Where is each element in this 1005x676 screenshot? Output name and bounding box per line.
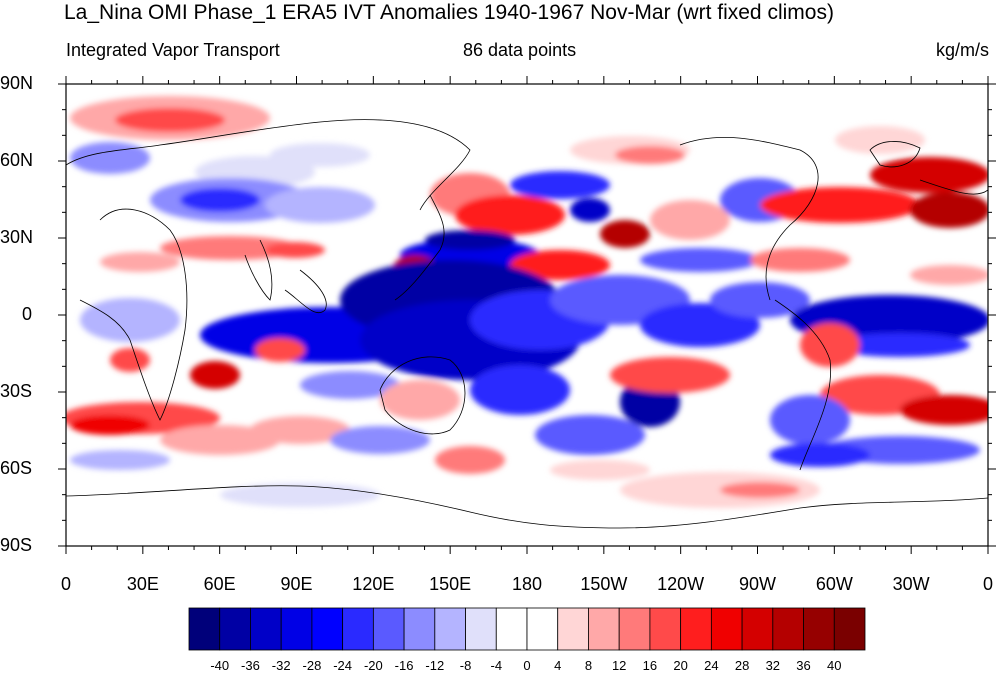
colorbar-label: -24 [333,658,352,673]
lon-label: 120W [657,574,704,595]
colorbar-label: -28 [303,658,322,673]
colorbar-label: 16 [643,658,657,673]
colorbar-label: 12 [612,658,626,673]
lon-label: 0 [983,574,993,595]
colorbar-label: -36 [241,658,260,673]
colorbar-label: 8 [585,658,592,673]
lon-label: 120E [352,574,394,595]
colorbar-label: 20 [673,658,687,673]
colorbar-label: -16 [395,658,414,673]
colorbar-swatch [220,608,251,650]
colorbar-label: 36 [796,658,810,673]
lon-label: 30W [893,574,930,595]
lon-label: 30E [127,574,159,595]
colorbar-swatch [742,608,773,650]
colorbar-swatch [588,608,619,650]
colorbar-swatch [435,608,466,650]
lon-label: 0 [61,574,71,595]
colorbar-swatch [834,608,865,650]
lat-label-equator: 0 [22,304,62,325]
lat-label-90n: 90N [0,73,40,94]
colorbar-label: 28 [735,658,749,673]
colorbar-label: 40 [827,658,841,673]
colorbar-label: -32 [272,658,291,673]
lon-label: 90W [739,574,776,595]
anomaly-field [60,84,1000,546]
lat-label-60s: 60S [0,458,40,479]
colorbar-label: 32 [766,658,780,673]
colorbar-swatch [189,608,220,650]
colorbar-swatch [804,608,835,650]
colorbar-label: 0 [523,658,530,673]
colorbar-swatch [281,608,312,650]
colorbar-swatch [619,608,650,650]
colorbar-swatch [312,608,343,650]
colorbar-swatch [558,608,589,650]
colorbar-swatch [343,608,374,650]
colorbar-label: -40 [210,658,229,673]
lon-label: 150E [429,574,471,595]
lat-label-90s: 90S [0,535,40,556]
colorbar-swatch [496,608,527,650]
colorbar-swatch [404,608,435,650]
colorbar-swatch [527,608,558,650]
colorbar-swatch [466,608,497,650]
lat-label-30n: 30N [0,227,40,248]
colorbar-label: -8 [460,658,472,673]
lon-label: 60W [816,574,853,595]
colorbar-label: -20 [364,658,383,673]
lon-label: 60E [204,574,236,595]
colorbar [189,608,865,650]
colorbar-swatch [373,608,404,650]
colorbar-label: -4 [490,658,502,673]
colorbar-swatch [650,608,681,650]
colorbar-swatch [711,608,742,650]
colorbar-label: 24 [704,658,718,673]
colorbar-swatch [681,608,712,650]
lat-label-30s: 30S [0,381,40,402]
colorbar-swatch [773,608,804,650]
colorbar-label: -12 [425,658,444,673]
lon-label: 150W [580,574,627,595]
colorbar-swatch [250,608,281,650]
lon-label: 180 [512,574,542,595]
lat-label-60n: 60N [0,150,40,171]
lon-label: 90E [280,574,312,595]
colorbar-label: 4 [554,658,561,673]
